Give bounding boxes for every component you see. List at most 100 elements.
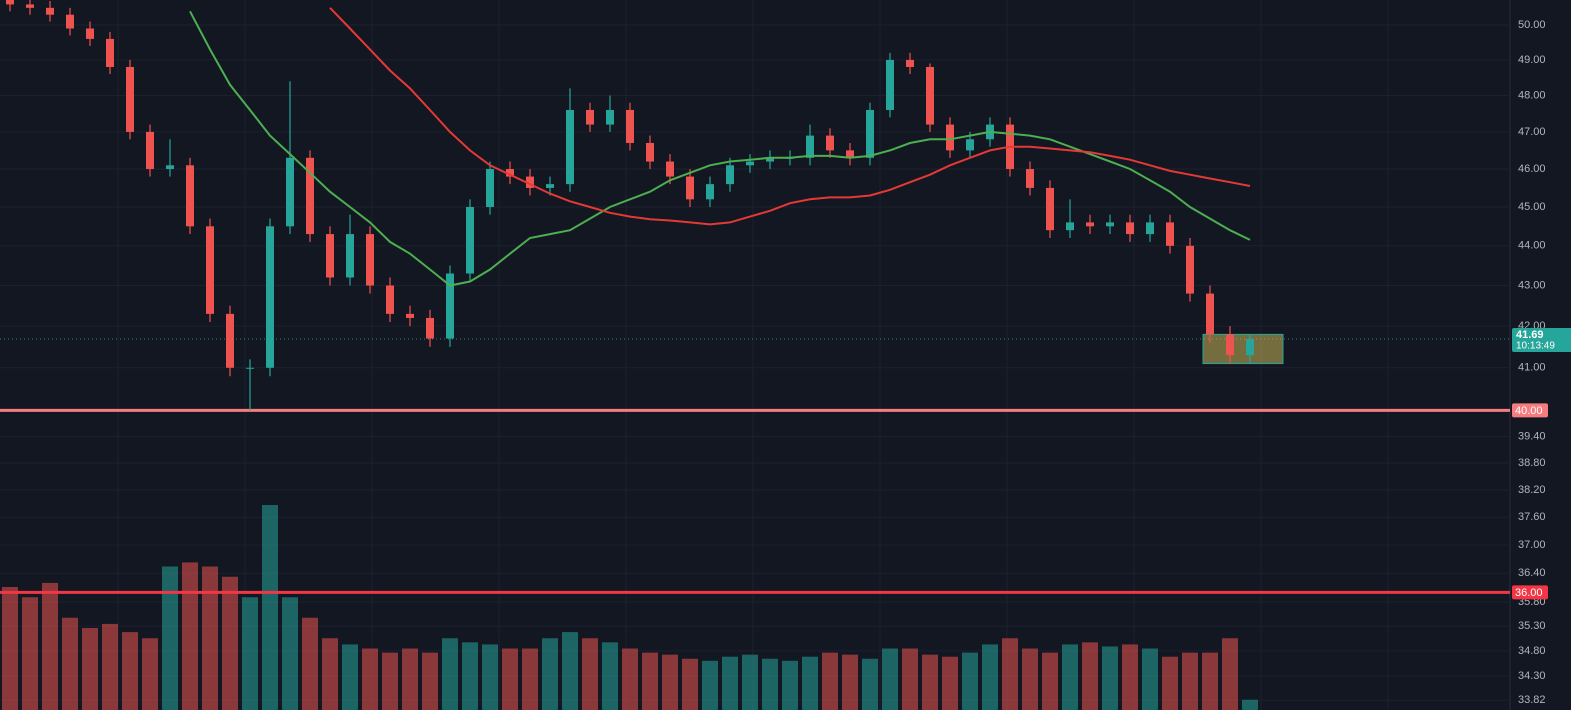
volume-bar	[922, 654, 938, 710]
candle-body	[666, 161, 674, 177]
candle-body	[946, 124, 954, 151]
volume-bar	[302, 617, 318, 710]
volume-bar	[562, 632, 578, 710]
candle-body	[406, 313, 414, 318]
candle-body	[1026, 169, 1034, 188]
last-price-tag	[1512, 327, 1571, 352]
candle-body	[766, 157, 774, 162]
candle-body	[626, 109, 634, 143]
candle-body	[346, 234, 354, 278]
moving-average	[329, 7, 1251, 226]
candles	[6, 0, 1254, 411]
volume-bar	[722, 656, 738, 710]
level-label: 36.00	[1515, 587, 1543, 599]
y-tick-label: 38.80	[1518, 457, 1546, 469]
candle-body	[46, 7, 54, 15]
candle-body	[1066, 222, 1074, 231]
candle-body	[106, 38, 114, 67]
volume-bar	[1222, 638, 1238, 710]
volume-bar	[702, 660, 718, 710]
volume-bar	[522, 648, 538, 710]
candle-body	[1146, 222, 1154, 235]
candle-body	[1046, 187, 1054, 231]
candle-body	[246, 367, 254, 369]
volume-bar	[1082, 642, 1098, 710]
candle-body	[486, 169, 494, 207]
candle-body	[726, 165, 734, 185]
candle-body	[1246, 338, 1254, 356]
y-tick-label: 34.30	[1518, 670, 1546, 682]
volume-bar	[1102, 646, 1118, 710]
volume-bar	[642, 652, 658, 710]
volume-bar	[582, 638, 598, 710]
volume-bar	[422, 652, 438, 710]
volume-bar	[482, 644, 498, 710]
candle-body	[886, 59, 894, 110]
candle-body	[206, 226, 214, 314]
candle-body	[526, 176, 534, 188]
volume-bar	[882, 648, 898, 710]
candle-body	[186, 165, 194, 227]
y-tick-label: 43.00	[1518, 279, 1546, 291]
volume-bar	[2, 587, 18, 710]
y-tick-label: 34.80	[1518, 645, 1546, 657]
candle-body	[586, 109, 594, 125]
candle-body	[126, 66, 134, 132]
volume-bar	[1062, 644, 1078, 710]
candle-body	[546, 184, 554, 188]
volume-bar	[162, 566, 178, 710]
candle-body	[906, 59, 914, 67]
volume-bar	[502, 648, 518, 710]
volume-bar	[742, 654, 758, 710]
volume-bar	[1202, 652, 1218, 710]
candle-body	[806, 135, 814, 158]
volume-bar	[762, 658, 778, 710]
y-tick-label: 48.00	[1518, 89, 1546, 101]
volume-bar	[442, 638, 458, 710]
candle-body	[1226, 334, 1234, 356]
volume-bar	[822, 652, 838, 710]
y-tick-label: 36.40	[1518, 567, 1546, 579]
y-tick-label: 46.00	[1518, 163, 1546, 175]
volume-bar	[1242, 699, 1258, 710]
volume-bar	[62, 617, 78, 710]
volume-bar	[342, 644, 358, 710]
volume-bar	[22, 597, 38, 710]
y-tick-label: 45.00	[1518, 201, 1546, 213]
y-tick-label: 47.00	[1518, 126, 1546, 138]
volume-bars	[2, 505, 1258, 710]
candle-body	[226, 313, 234, 368]
volume-bar	[142, 638, 158, 710]
y-tick-label: 33.82	[1518, 694, 1546, 706]
volume-bar	[862, 658, 878, 710]
candle-body	[746, 161, 754, 166]
y-tick-label: 37.00	[1518, 539, 1546, 551]
y-tick-label: 41.00	[1518, 362, 1546, 374]
candle-body	[266, 226, 274, 368]
volume-bar	[942, 656, 958, 710]
volume-bar	[1182, 652, 1198, 710]
candle-body	[6, 0, 14, 5]
candle-body	[846, 150, 854, 158]
candle-body	[1086, 222, 1094, 227]
countdown-label: 10:13:49	[1516, 341, 1555, 352]
candle-body	[826, 135, 834, 151]
volume-bar	[1162, 656, 1178, 710]
volume-bar	[1002, 638, 1018, 710]
level-tag	[1512, 585, 1548, 600]
volume-bar	[1142, 648, 1158, 710]
candle-body	[606, 109, 614, 125]
candle-body	[506, 169, 514, 177]
volume-bar	[802, 656, 818, 710]
volume-bar	[382, 652, 398, 710]
candle-body	[26, 4, 34, 8]
volume-bar	[542, 638, 558, 710]
candle-body	[366, 234, 374, 286]
y-tick-label: 39.40	[1518, 430, 1546, 442]
volume-bar	[282, 597, 298, 710]
y-tick-label: 35.30	[1518, 620, 1546, 632]
last-price-label: 41.69	[1516, 329, 1544, 341]
candle-body	[426, 317, 434, 339]
volume-bar	[782, 660, 798, 710]
candle-body	[686, 176, 694, 200]
